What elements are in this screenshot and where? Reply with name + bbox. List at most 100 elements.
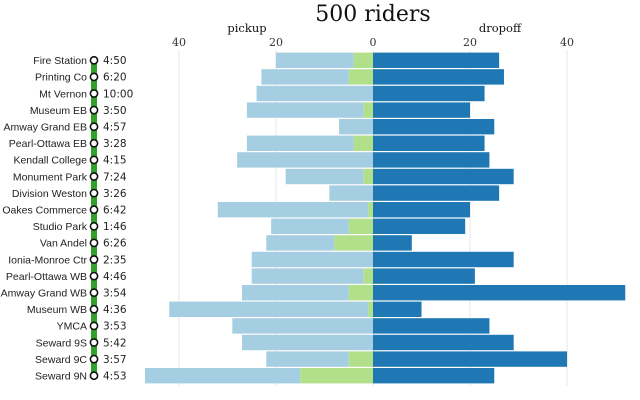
- stop-name: YMCA: [57, 321, 87, 333]
- stop-name: Oakes Commerce: [2, 205, 87, 217]
- stop-marker: [89, 338, 99, 347]
- stop-marker: [89, 221, 99, 231]
- dropoff-bar: [373, 301, 422, 317]
- pickup-bar: [285, 168, 364, 185]
- dropoff-bar: [373, 135, 485, 151]
- dropoff-axis-label: dropoff: [479, 21, 522, 35]
- stop-time: 3:54: [103, 288, 127, 300]
- dropoff-bar: [373, 268, 475, 284]
- x-tick-label: 40: [560, 36, 574, 49]
- x-tick-label: 0: [370, 36, 377, 49]
- pickup-bar: [261, 69, 349, 85]
- stop-time: 7:24: [103, 171, 127, 183]
- dropoff-bar: [373, 334, 514, 351]
- stop-marker: [89, 172, 99, 181]
- pickup-bar-green: [300, 368, 373, 384]
- stop-name: Amway Grand WB: [1, 288, 87, 300]
- pickup-bar: [232, 318, 373, 334]
- pickup-bar: [266, 235, 335, 251]
- dropoff-bar: [373, 102, 471, 118]
- stop-time: 4:53: [103, 371, 127, 383]
- stop-name: Amway Grand EB: [4, 122, 87, 134]
- stop-marker: [89, 371, 99, 381]
- pickup-bar: [145, 368, 301, 384]
- stop-time: 3:53: [103, 321, 127, 333]
- pickup-bar: [217, 202, 369, 218]
- bars: [145, 52, 626, 384]
- pickup-bar-green: [348, 69, 373, 85]
- x-tick-label: 20: [463, 36, 477, 49]
- pickup-bar-green: [368, 202, 373, 218]
- x-tick-label: 40: [172, 36, 186, 49]
- stop-name: Van Andel: [40, 238, 87, 250]
- dropoff-bar: [373, 119, 495, 135]
- stop-marker: [89, 55, 99, 65]
- stop-time: 4:57: [103, 122, 127, 134]
- pickup-bar-green: [363, 102, 373, 118]
- stop-name: Division Weston: [12, 188, 87, 200]
- dropoff-bar: [373, 235, 412, 251]
- stop-marker: [89, 205, 99, 215]
- pickup-bar: [237, 152, 373, 168]
- pickup-bar-green: [334, 235, 373, 251]
- pickup-bar-green: [348, 351, 373, 367]
- dropoff-bar: [373, 85, 485, 102]
- pickup-bar: [246, 135, 354, 151]
- pickup-bar: [242, 334, 373, 351]
- stop-time: 6:42: [103, 205, 127, 217]
- stop-marker: [89, 255, 99, 264]
- dropoff-bar: [373, 251, 514, 268]
- dropoff-bar: [373, 368, 495, 384]
- dropoff-bar: [373, 52, 500, 68]
- stop-time: 10:00: [103, 88, 133, 100]
- stop-time: 6:26: [103, 238, 127, 250]
- dropoff-bar: [373, 168, 514, 185]
- stop-name: Fire Station: [33, 55, 87, 67]
- stop-marker: [89, 72, 99, 82]
- stop-marker: [89, 271, 99, 281]
- stop-name: Pearl-Ottawa WB: [6, 271, 87, 283]
- stop-time: 3:28: [103, 138, 127, 150]
- pickup-bar: [251, 251, 373, 268]
- pickup-bar-green: [348, 218, 373, 234]
- stop-name: Seward 9N: [35, 371, 87, 383]
- dropoff-bar: [373, 202, 471, 218]
- stop-time: 4:36: [103, 304, 127, 316]
- stop-name: Pearl-Ottawa EB: [9, 138, 87, 150]
- stop-name: Museum EB: [30, 105, 87, 117]
- stop-time: 1:46: [103, 221, 127, 233]
- pickup-bar-green: [363, 268, 373, 284]
- pickup-bar: [271, 218, 349, 234]
- pickup-bar-green: [353, 52, 373, 68]
- pickup-bar: [251, 268, 364, 284]
- stop-marker: [89, 122, 99, 132]
- stop-time: 2:35: [103, 254, 127, 266]
- stop-name: Ionia-Monroe Ctr: [8, 254, 87, 266]
- stop-marker: [89, 304, 99, 314]
- pickup-bar: [242, 285, 349, 301]
- pickup-bar: [169, 301, 369, 317]
- pickup-bar: [256, 85, 373, 102]
- stop-time: 4:50: [103, 55, 127, 67]
- x-tick-label: 20: [269, 36, 283, 49]
- stop-time: 4:46: [103, 271, 127, 283]
- stop-time: 3:50: [103, 105, 127, 117]
- route-line: [89, 55, 99, 381]
- stop-labels: Fire Station 4:50 Printing Co 6:20 Mt Vernon…: [1, 55, 134, 382]
- pickup-bar: [329, 185, 373, 201]
- pickup-bar-green: [348, 285, 373, 301]
- stop-marker: [89, 321, 99, 331]
- x-tick-labels: 40 20 0 20 40: [172, 36, 574, 49]
- dropoff-bar: [373, 152, 490, 168]
- stop-name: Monument Park: [13, 171, 88, 183]
- stop-name: Seward 9S: [36, 337, 87, 349]
- stop-marker: [89, 105, 99, 115]
- stop-marker: [89, 188, 99, 198]
- stop-name: Printing Co: [35, 72, 87, 84]
- dropoff-bar: [373, 185, 500, 201]
- stop-time: 3:26: [103, 188, 127, 200]
- pickup-bar: [339, 119, 373, 135]
- stop-marker: [89, 155, 99, 165]
- stop-marker: [89, 354, 99, 364]
- pickup-axis-label: pickup: [227, 21, 266, 35]
